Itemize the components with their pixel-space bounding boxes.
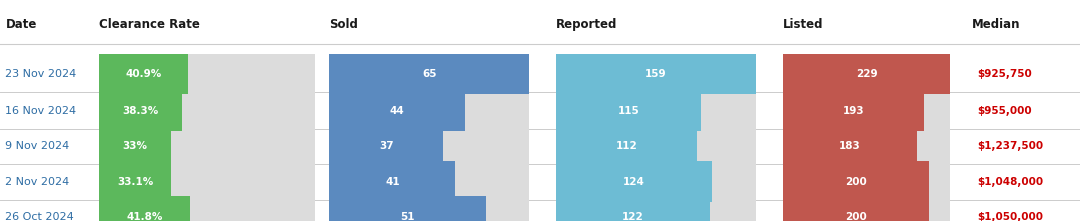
Text: 37: 37: [379, 141, 393, 151]
Bar: [556, 196, 710, 221]
Bar: [783, 196, 950, 221]
Bar: [329, 54, 529, 94]
Bar: [783, 54, 950, 94]
Text: $1,050,000: $1,050,000: [977, 211, 1043, 221]
Bar: [99, 126, 171, 166]
Bar: [329, 161, 456, 202]
Text: $1,237,500: $1,237,500: [977, 141, 1043, 151]
Text: 122: 122: [622, 211, 644, 221]
Bar: [783, 90, 924, 131]
Bar: [99, 54, 188, 94]
Text: 33%: 33%: [122, 141, 148, 151]
Bar: [329, 90, 529, 131]
Text: 124: 124: [623, 177, 645, 187]
Text: 193: 193: [842, 105, 864, 116]
Text: 26 Oct 2024: 26 Oct 2024: [5, 211, 75, 221]
Text: Reported: Reported: [556, 18, 618, 31]
Text: 115: 115: [618, 105, 639, 116]
Bar: [99, 90, 183, 131]
Bar: [556, 161, 712, 202]
Text: Clearance Rate: Clearance Rate: [99, 18, 200, 31]
Bar: [556, 126, 756, 166]
Text: $925,750: $925,750: [977, 69, 1032, 79]
Bar: [556, 54, 756, 94]
Text: 16 Nov 2024: 16 Nov 2024: [5, 105, 77, 116]
Text: Sold: Sold: [329, 18, 359, 31]
Bar: [99, 196, 315, 221]
Bar: [783, 161, 950, 202]
Bar: [783, 161, 929, 202]
Bar: [99, 90, 315, 131]
Bar: [556, 90, 756, 131]
Bar: [783, 126, 917, 166]
Bar: [329, 90, 464, 131]
Text: $1,048,000: $1,048,000: [977, 177, 1043, 187]
Bar: [99, 54, 315, 94]
Bar: [556, 90, 701, 131]
Text: 65: 65: [422, 69, 436, 79]
Text: 2 Nov 2024: 2 Nov 2024: [5, 177, 69, 187]
Text: 112: 112: [616, 141, 637, 151]
Text: 40.9%: 40.9%: [125, 69, 162, 79]
Text: 38.3%: 38.3%: [123, 105, 159, 116]
Bar: [329, 196, 486, 221]
Bar: [783, 126, 950, 166]
Text: 33.1%: 33.1%: [117, 177, 153, 187]
Text: Median: Median: [972, 18, 1021, 31]
Text: Listed: Listed: [783, 18, 824, 31]
Text: 9 Nov 2024: 9 Nov 2024: [5, 141, 69, 151]
Text: 44: 44: [390, 105, 404, 116]
Text: 200: 200: [846, 211, 867, 221]
Text: 200: 200: [846, 177, 867, 187]
Bar: [329, 161, 529, 202]
Text: 23 Nov 2024: 23 Nov 2024: [5, 69, 77, 79]
Bar: [556, 54, 756, 94]
Bar: [556, 161, 756, 202]
Bar: [783, 90, 950, 131]
Bar: [329, 54, 529, 94]
Bar: [783, 54, 950, 94]
Text: 51: 51: [401, 211, 415, 221]
Bar: [329, 126, 443, 166]
Bar: [99, 196, 190, 221]
Bar: [99, 161, 171, 202]
Text: Date: Date: [5, 18, 37, 31]
Text: 41.8%: 41.8%: [126, 211, 163, 221]
Bar: [556, 196, 756, 221]
Text: 159: 159: [645, 69, 667, 79]
Bar: [556, 126, 697, 166]
Text: $955,000: $955,000: [977, 105, 1032, 116]
Bar: [99, 161, 315, 202]
Bar: [329, 126, 529, 166]
Text: 229: 229: [855, 69, 878, 79]
Text: 183: 183: [839, 141, 861, 151]
Text: 41: 41: [386, 177, 400, 187]
Bar: [99, 126, 315, 166]
Bar: [783, 196, 929, 221]
Bar: [329, 196, 529, 221]
